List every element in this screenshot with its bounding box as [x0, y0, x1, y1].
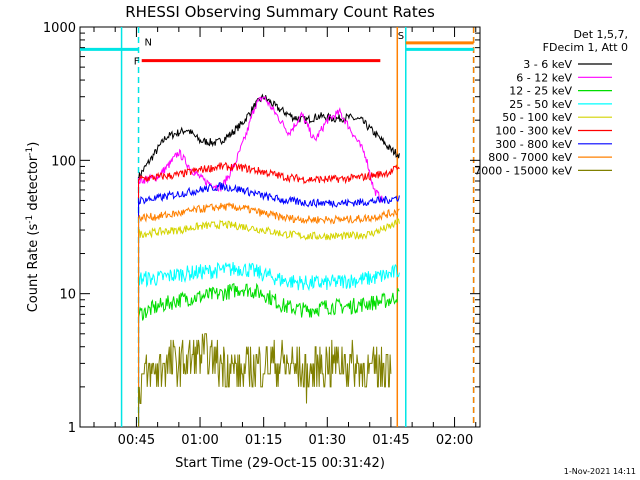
legend-header-line2: FDecim 1, Att 0 — [543, 41, 628, 54]
x-tick-label: 01:15 — [245, 433, 282, 448]
legend-label: 7000 - 15000 keV — [474, 164, 572, 177]
x-tick-label: 01:00 — [181, 433, 218, 448]
series-line — [138, 181, 400, 209]
y-tick-label: 1 — [68, 421, 76, 436]
x-tick-label: 02:00 — [436, 433, 473, 448]
x-tick-label: 01:30 — [309, 433, 346, 448]
x-tick-label: 00:45 — [118, 433, 155, 448]
legend-label: 50 - 100 keV — [502, 111, 572, 124]
y-axis-label-sup1: -1 — [25, 215, 35, 224]
series-line — [138, 95, 383, 203]
chart-title: RHESSI Observing Summary Count Rates — [125, 3, 435, 21]
y-axis-label-part1: Count Rate (s — [26, 224, 41, 313]
x-tick-label: 01:45 — [372, 433, 409, 448]
y-axis-label-part3: ) — [26, 142, 41, 147]
series-line — [138, 161, 400, 185]
legend-label: 25 - 50 keV — [509, 98, 572, 111]
legend-label: 6 - 12 keV — [516, 71, 572, 84]
series-line — [138, 262, 400, 292]
x-axis-label: Start Time (29-Oct-15 00:31:42) — [175, 456, 385, 471]
y-axis-label-sup2: -1 — [25, 147, 35, 156]
series-line — [138, 333, 392, 404]
state-bar-label: F — [134, 57, 140, 68]
plot-frame — [79, 26, 481, 428]
legend-label: 300 - 800 keV — [495, 138, 572, 151]
y-tick-label: 100 — [51, 154, 76, 169]
y-axis-label-part2: detector — [26, 155, 41, 215]
y-tick-label: 1000 — [43, 21, 76, 36]
series-line — [138, 202, 400, 225]
series-layer — [138, 93, 400, 427]
legend-label: 100 - 300 keV — [495, 125, 572, 138]
legend-label: 3 - 6 keV — [523, 58, 572, 71]
state-bar-label: S — [398, 31, 404, 42]
legend-label: 12 - 25 keV — [509, 85, 572, 98]
series-line — [138, 282, 400, 321]
series-line — [138, 93, 400, 182]
y-axis-label: Count Rate (s-1 detector-1) — [25, 142, 41, 313]
axis-layer: 1 10 100 1000 00:45 01:00 01:15 01:30 01:45 02:00 — [43, 21, 480, 448]
y-tick-label: 10 — [59, 288, 76, 303]
state-bar-label: N — [145, 37, 152, 48]
legend-header-line1: Det 1,5,7, — [573, 28, 628, 41]
legend-label: 800 - 7000 keV — [488, 151, 572, 164]
timestamp: 1-Nov-2021 14:11 — [564, 467, 636, 476]
series-line — [138, 217, 400, 241]
